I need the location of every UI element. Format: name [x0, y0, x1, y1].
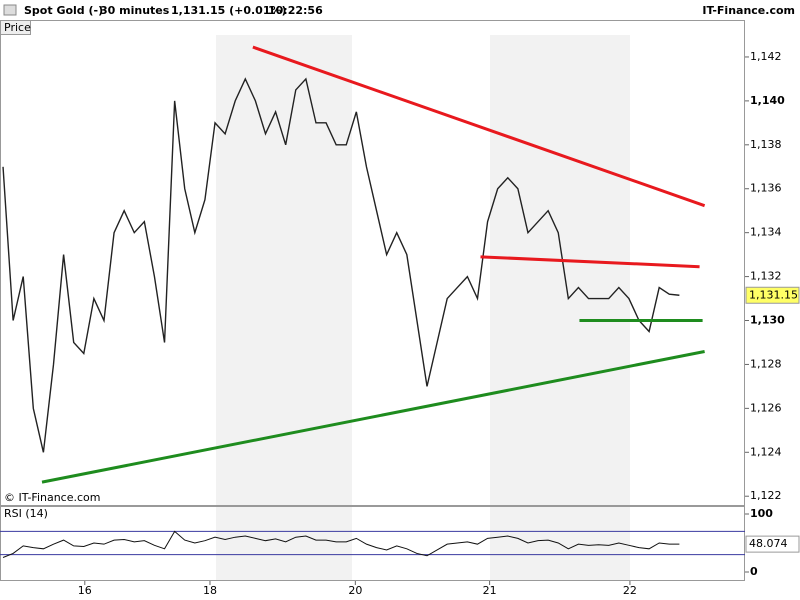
day-band	[216, 507, 352, 580]
x-tick-label: 21	[483, 584, 497, 597]
site: IT-Finance.com	[702, 4, 795, 17]
x-tick-label: 18	[203, 584, 217, 597]
header-bar	[0, 0, 800, 20]
price-panel	[0, 20, 745, 506]
y-tick-label: 1,122	[750, 489, 782, 502]
y-tick-label: 1,130	[750, 314, 785, 327]
y-tick-label: 100	[750, 507, 773, 520]
interval: 30 minutes	[100, 4, 170, 17]
day-bands	[216, 35, 630, 580]
last-value-label: 48.074	[749, 537, 788, 550]
y-tick-label: 1,124	[750, 445, 782, 458]
y-tick-label: 1,134	[750, 226, 782, 239]
y-tick-label: 1,132	[750, 270, 782, 283]
rsi-panel	[0, 506, 745, 581]
quote: 1,131.15 (+0.01%)	[171, 4, 287, 17]
x-tick-label: 16	[78, 584, 92, 597]
last-value-box	[745, 535, 800, 553]
price-line	[2, 77, 680, 453]
y-tick-label: 1,142	[750, 50, 782, 63]
x-tick-label: 22	[623, 584, 637, 597]
last-value-box	[745, 286, 800, 304]
y-tick-label: 1,140	[750, 94, 785, 107]
y-tick-label: 0	[750, 565, 758, 578]
y-tick-label: 1,138	[750, 138, 782, 151]
watermark: © IT-Finance.com	[4, 491, 101, 504]
panel-label: Price	[4, 21, 31, 34]
last-value-label: 1,131.15	[749, 288, 798, 301]
day-band	[490, 35, 630, 505]
instrument: Spot Gold (-)	[24, 4, 103, 17]
y-tick-label: 1,128	[750, 357, 782, 370]
panel-tab	[0, 20, 31, 35]
menu-icon[interactable]	[3, 4, 17, 16]
trend-line	[41, 350, 705, 484]
trend-line	[252, 45, 706, 208]
x-tick-label: 20	[348, 584, 362, 597]
trend-line	[480, 255, 700, 269]
time: 10:22:56	[268, 4, 323, 17]
y-tick-label: 1,126	[750, 401, 782, 414]
rsi-line	[2, 530, 680, 558]
y-tick-label: 1,136	[750, 182, 782, 195]
panel-label: RSI (14)	[4, 507, 48, 520]
